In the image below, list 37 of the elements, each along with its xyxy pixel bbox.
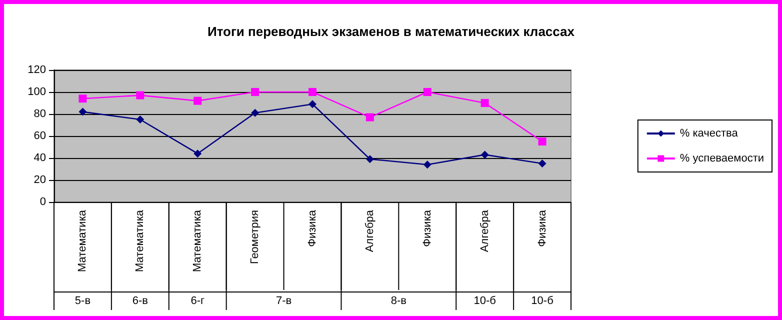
point	[308, 100, 316, 108]
category-label: 7-в Геометрия	[249, 210, 292, 307]
y-tick-label: 40	[34, 152, 46, 164]
point	[78, 108, 87, 116]
point	[423, 88, 432, 96]
category-label: 10-б Физика	[531, 210, 554, 307]
category-label: 8-в Алгебра	[364, 210, 406, 307]
point	[78, 94, 87, 103]
point	[194, 150, 202, 158]
category-label: 10-б Алгебра	[474, 210, 496, 307]
y-tick-label: 0	[40, 196, 46, 208]
legend-label: % успеваемости	[680, 152, 764, 164]
point	[136, 91, 144, 100]
x-tick-label: Физика	[306, 209, 318, 247]
y-tick-label: 60	[34, 130, 46, 142]
point	[308, 88, 316, 96]
y-tick-label: 120	[28, 64, 46, 76]
point	[366, 155, 374, 164]
category-label: 5-в Математика	[74, 210, 91, 307]
point	[136, 116, 144, 124]
y-tick-label: 20	[34, 174, 46, 186]
x-tick-label: Физика	[421, 209, 434, 247]
category-label: 6-в Математика	[132, 210, 148, 307]
point	[251, 88, 260, 96]
legend-label: % качества	[680, 128, 739, 140]
chart-title: Итоги переводных экзаменов в математических классах	[208, 24, 576, 39]
category-label: 6-г Математика	[190, 210, 205, 307]
point	[538, 138, 546, 146]
point	[480, 150, 489, 159]
point	[194, 96, 202, 105]
y-tick-label: 100	[28, 86, 46, 98]
y-tick-label: 80	[34, 108, 46, 120]
point	[538, 160, 546, 168]
point	[480, 99, 489, 107]
point	[366, 113, 374, 122]
point	[423, 160, 432, 169]
point	[251, 108, 260, 117]
